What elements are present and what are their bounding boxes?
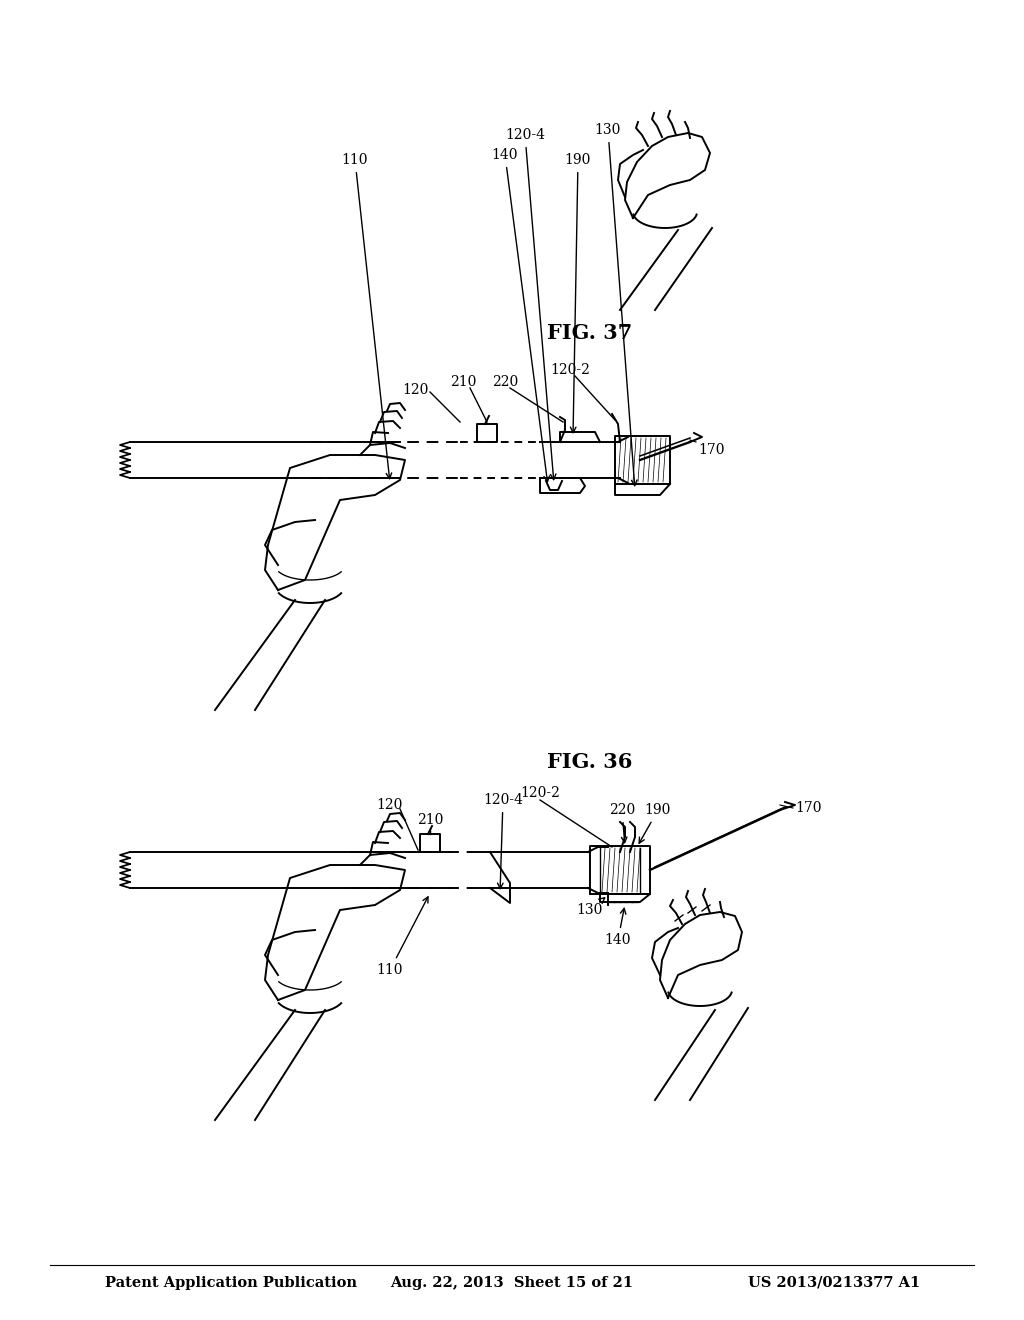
Text: 130: 130 <box>577 898 605 917</box>
Text: 120-4: 120-4 <box>483 793 523 888</box>
Text: 170: 170 <box>698 444 725 457</box>
Text: FIG. 37: FIG. 37 <box>548 323 633 343</box>
Text: 120-4: 120-4 <box>505 128 556 479</box>
Text: 130: 130 <box>595 123 637 486</box>
Text: 120: 120 <box>377 799 403 812</box>
Text: FIG. 36: FIG. 36 <box>547 752 633 772</box>
Text: 220: 220 <box>609 803 635 842</box>
Text: 110: 110 <box>342 153 392 479</box>
Text: 210: 210 <box>417 813 443 828</box>
Text: 190: 190 <box>565 153 591 433</box>
Text: 210: 210 <box>450 375 476 389</box>
Text: 220: 220 <box>492 375 518 389</box>
Text: 120: 120 <box>402 383 429 397</box>
Text: 110: 110 <box>377 896 428 977</box>
Text: 120-2: 120-2 <box>520 785 560 800</box>
Text: Aug. 22, 2013  Sheet 15 of 21: Aug. 22, 2013 Sheet 15 of 21 <box>390 1276 634 1290</box>
Text: Patent Application Publication: Patent Application Publication <box>105 1276 357 1290</box>
Text: 170: 170 <box>795 801 821 814</box>
Text: 120-2: 120-2 <box>550 363 590 378</box>
Text: 190: 190 <box>639 803 671 843</box>
Text: 140: 140 <box>492 148 550 482</box>
Text: US 2013/0213377 A1: US 2013/0213377 A1 <box>748 1276 920 1290</box>
Text: 140: 140 <box>605 908 631 946</box>
